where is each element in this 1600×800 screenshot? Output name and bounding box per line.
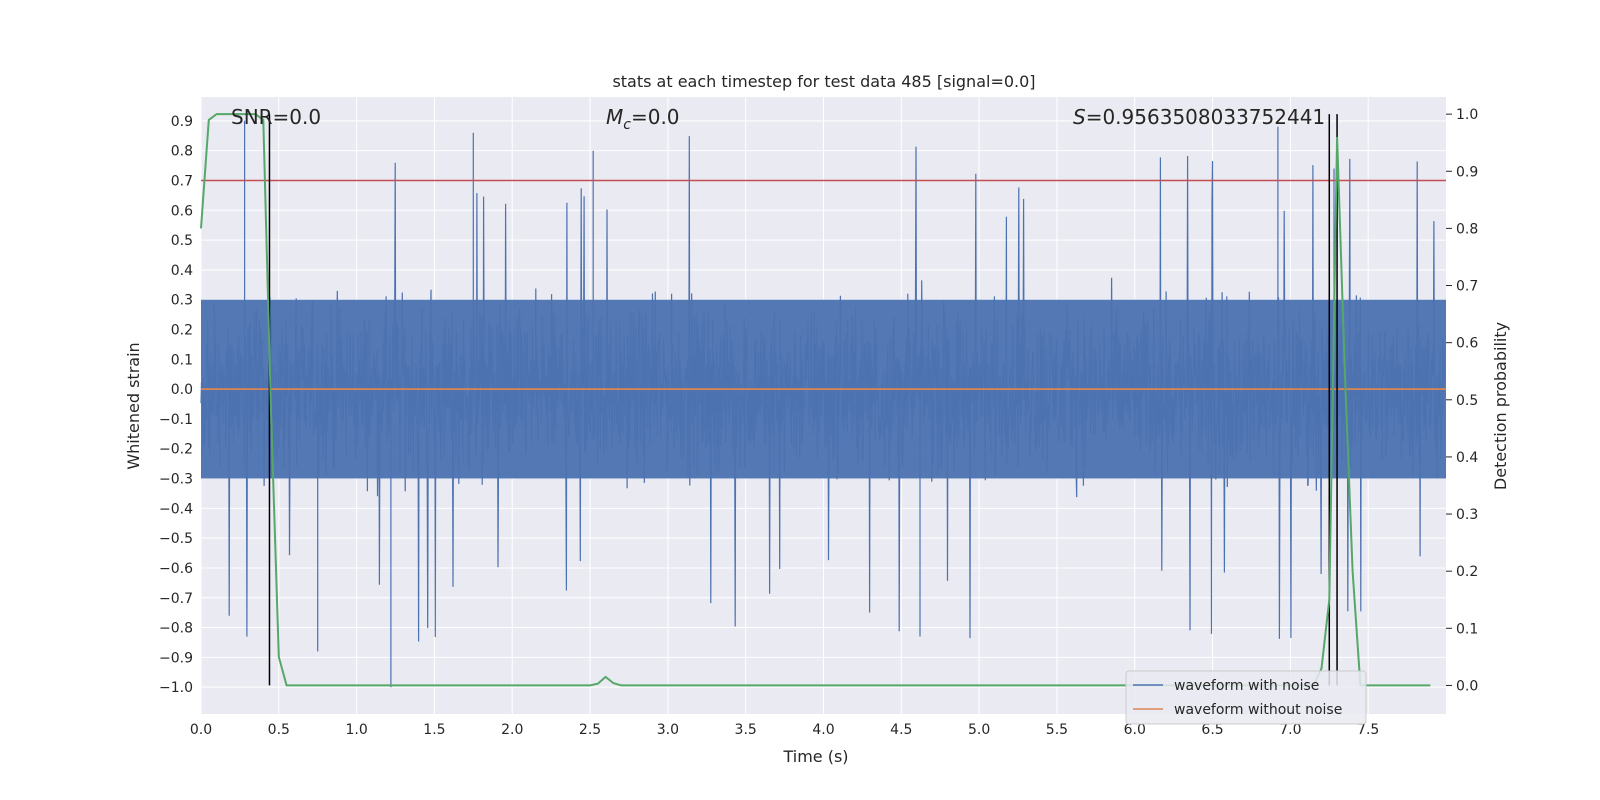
y-right-tick-label: 0.2	[1456, 564, 1478, 580]
x-tick-label: 5.5	[1046, 722, 1068, 738]
legend-box	[1125, 670, 1367, 725]
legend-label-noise: waveform with noise	[1174, 678, 1319, 694]
y-tick-label: −0.4	[159, 501, 193, 517]
y-tick-label: 0.7	[171, 173, 193, 189]
x-tick-label: 7.0	[1279, 722, 1301, 738]
x-tick-label: 4.0	[812, 722, 834, 738]
s-annotation: S=0.9563508033752441	[1073, 105, 1325, 129]
x-tick-label: 7.5	[1357, 722, 1379, 738]
s-value: =0.9563508033752441	[1086, 105, 1325, 129]
y-right-tick-label: 0.0	[1456, 678, 1478, 694]
mc-annotation: Mc=0.0	[606, 105, 680, 133]
y-tick-label: −0.7	[159, 591, 193, 607]
y-tick-label: 0.3	[171, 293, 193, 309]
y-right-tick-label: 0.3	[1456, 507, 1478, 523]
mc-symbol: M	[606, 105, 623, 129]
s-symbol: S	[1073, 105, 1086, 129]
detection-probability-line	[200, 113, 1431, 687]
y-tick-label: −1.0	[159, 680, 193, 696]
y-right-tick-label: 0.4	[1456, 450, 1478, 466]
x-tick-label: 4.5	[890, 722, 912, 738]
y-tick-label: −0.6	[159, 561, 193, 577]
y-tick-label: −0.3	[159, 472, 193, 488]
legend: waveform with noise waveform without noi…	[1125, 670, 1367, 725]
y-tick-label: −0.9	[159, 650, 193, 666]
mc-value: =0.0	[631, 105, 680, 129]
x-tick-label: 3.0	[657, 722, 679, 738]
overlay-lines	[200, 113, 1446, 687]
y-tick-label: 0.8	[171, 144, 193, 160]
y-right-tick-label: 0.6	[1456, 336, 1478, 352]
y-axis-left: 0.9 0.8 0.7 0.6 0.5 0.4 0.3 0.2 0.1 0.0 −0.1 −0.2 −0…	[159, 114, 193, 696]
y-axis-label: Whitened strain	[124, 342, 143, 469]
y-tick-label: 0.4	[171, 263, 193, 279]
x-tick-label: 1.0	[345, 722, 367, 738]
x-tick-label: 6.5	[1201, 722, 1223, 738]
y-tick-label: 0.2	[171, 322, 193, 338]
y-tick-label: −0.8	[159, 621, 193, 637]
x-tick-label: 1.5	[423, 722, 445, 738]
y-right-tick-label: 0.7	[1456, 279, 1478, 295]
y-tick-label: −0.1	[159, 412, 193, 428]
y-tick-label: −0.5	[159, 531, 193, 547]
x-tick-label: 2.5	[579, 722, 601, 738]
y-tick-label: −0.2	[159, 442, 193, 458]
x-axis-label: Time (s)	[782, 747, 848, 766]
chart-title: stats at each timestep for test data 485…	[612, 72, 1035, 91]
x-tick-label: 5.0	[968, 722, 990, 738]
y-tick-label: 0.1	[171, 352, 193, 368]
y-tick-label: 0.5	[171, 233, 193, 249]
y-tick-label: 0.6	[171, 203, 193, 219]
y-right-tick-label: 1.0	[1456, 107, 1478, 123]
y-right-tick-label: 0.8	[1456, 221, 1478, 237]
y-axis-right-label: Detection probability	[1491, 322, 1510, 490]
y-tick-label: 0.0	[171, 382, 193, 398]
y-right-tick-label: 0.9	[1456, 164, 1478, 180]
y-axis-right: 1.0 0.9 0.8 0.7 0.6 0.5 0.4 0.3 0.2 0.1 0.0	[1446, 107, 1478, 694]
x-tick-label: 3.5	[735, 722, 757, 738]
x-tick-label: 0.5	[268, 722, 290, 738]
y-right-tick-label: 0.1	[1456, 621, 1478, 637]
x-tick-label: 2.0	[501, 722, 523, 738]
x-tick-label: 6.0	[1124, 722, 1146, 738]
mc-subscript: c	[623, 117, 631, 133]
snr-annotation: SNR=0.0	[231, 105, 321, 129]
y-tick-label: 0.9	[171, 114, 193, 130]
y-right-tick-label: 0.5	[1456, 393, 1478, 409]
x-tick-label: 0.0	[190, 722, 212, 738]
legend-label-clean: waveform without noise	[1174, 702, 1342, 718]
x-axis: 0.0 0.5 1.0 1.5 2.0 2.5 3.0 3.5 4.0 4.5 5.0 5.5 6.0 6…	[190, 722, 1379, 738]
